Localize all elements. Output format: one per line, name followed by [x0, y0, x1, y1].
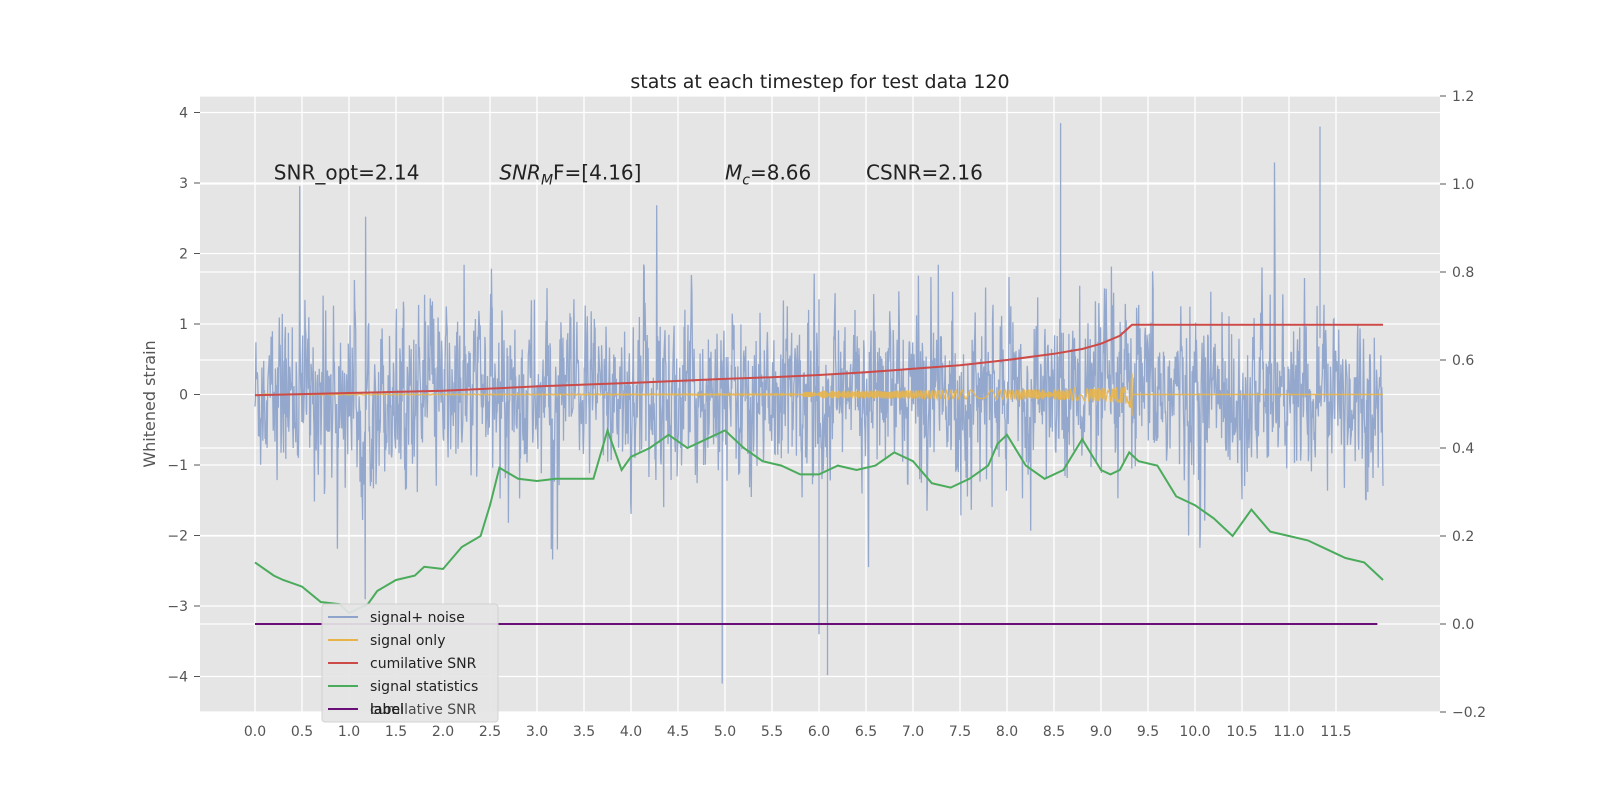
annotation-main: M	[725, 160, 742, 184]
grid	[200, 95, 1440, 713]
y-axis-label: Whitened strain	[140, 340, 159, 467]
y-tick-label-right: 0.6	[1452, 353, 1474, 369]
x-tick-label: 7.5	[949, 724, 971, 740]
annotation-tail: F=[4.16]	[553, 160, 641, 184]
series-signal-statistics	[254, 427, 1384, 615]
y-tick-label-right: 0.0	[1452, 617, 1474, 633]
y-axis-right: 1.2 1.0 0.8 0.6 0.4 0.2 0.0 −0.2	[1440, 89, 1486, 721]
x-tick-label: 2.5	[479, 724, 501, 740]
annotation-subscript: c	[742, 172, 750, 188]
annotation-text: SNR_opt=2.14	[274, 160, 420, 184]
x-tick-label: 1.5	[385, 724, 407, 740]
x-tick-label: 6.0	[808, 724, 830, 740]
y-tick-label-left: 3	[179, 176, 188, 192]
x-tick-label: 10.5	[1226, 724, 1257, 740]
annotations: SNR_opt=2.14 SNRMF=[4.16] Mc=8.66 CSNR=2.16	[274, 160, 983, 188]
x-tick-label: 6.5	[855, 724, 877, 740]
x-tick-label: 9.5	[1137, 724, 1159, 740]
y-tick-label-right: 1.0	[1452, 177, 1474, 193]
x-tick-label: 5.0	[714, 724, 736, 740]
y-tick-label-right: 0.4	[1452, 441, 1474, 457]
annotation-text: CSNR=2.16	[866, 160, 983, 184]
x-tick-label: 5.5	[761, 724, 783, 740]
y-tick-label-left: 1	[179, 317, 188, 333]
x-tick-label: 8.5	[1043, 724, 1065, 740]
annotation-tail: =8.66	[750, 160, 811, 184]
legend-label: signal statistics	[370, 679, 478, 695]
x-tick-label: 11.5	[1320, 724, 1351, 740]
y-tick-label-left: −1	[167, 458, 188, 474]
annotation-text: Mc=8.66	[725, 160, 811, 188]
y-axis-left: 4 3 2 1 0 −1 −2 −3 −4	[167, 106, 200, 686]
legend-label: cumilative SNR	[370, 656, 477, 672]
series-cumilative-snr	[254, 323, 1383, 397]
y-tick-label-right: −0.2	[1452, 705, 1486, 721]
x-tick-label: 8.0	[996, 724, 1018, 740]
x-tick-label: 0.5	[291, 724, 313, 740]
x-tick-label: 9.0	[1090, 724, 1112, 740]
x-tick-label: 1.0	[338, 724, 360, 740]
x-tick-label: 4.5	[667, 724, 689, 740]
x-tick-label: 0.0	[244, 724, 266, 740]
chart-title: stats at each timestep for test data 120	[630, 71, 1009, 93]
x-tick-label: 2.0	[432, 724, 454, 740]
y-tick-label-right: 0.2	[1452, 529, 1474, 545]
annotation-text: SNRMF=[4.16]	[499, 160, 641, 188]
x-tick-label: 3.0	[526, 724, 548, 740]
annotation-main: SNR	[499, 160, 541, 184]
y-tick-label-left: −3	[167, 599, 188, 615]
legend-label: label	[370, 702, 404, 718]
annotation-subscript: M	[541, 172, 553, 188]
y-tick-label-right: 0.8	[1452, 265, 1474, 281]
x-axis: 0.0 0.5 1.0 1.5 2.0 2.5 3.0 3.5 4.0 4.5 5.0 5.5 6.0 6…	[244, 724, 1352, 740]
y-tick-label-left: 4	[179, 106, 188, 122]
series-signal-noise	[254, 123, 1384, 684]
x-tick-label: 4.0	[620, 724, 642, 740]
series-signal-only	[254, 373, 1383, 416]
x-tick-label: 3.5	[573, 724, 595, 740]
y-tick-label-right: 1.2	[1452, 89, 1474, 105]
x-tick-label: 11.0	[1273, 724, 1304, 740]
y-tick-label-left: −4	[167, 670, 188, 686]
legend: signal+ noise signal only cumilative SNR si…	[321, 603, 499, 723]
legend-ghost-label: cumilative SNR	[370, 702, 477, 718]
x-tick-label: 7.0	[902, 724, 924, 740]
legend-label: signal only	[370, 633, 445, 649]
x-tick-label: 10.0	[1179, 724, 1210, 740]
y-tick-label-left: −2	[167, 529, 188, 545]
y-tick-label-left: 2	[179, 247, 188, 263]
legend-label: signal+ noise	[370, 610, 465, 626]
legend-box	[321, 603, 499, 723]
y-tick-label-left: 0	[179, 388, 188, 404]
legend-label-front: label	[370, 702, 404, 718]
